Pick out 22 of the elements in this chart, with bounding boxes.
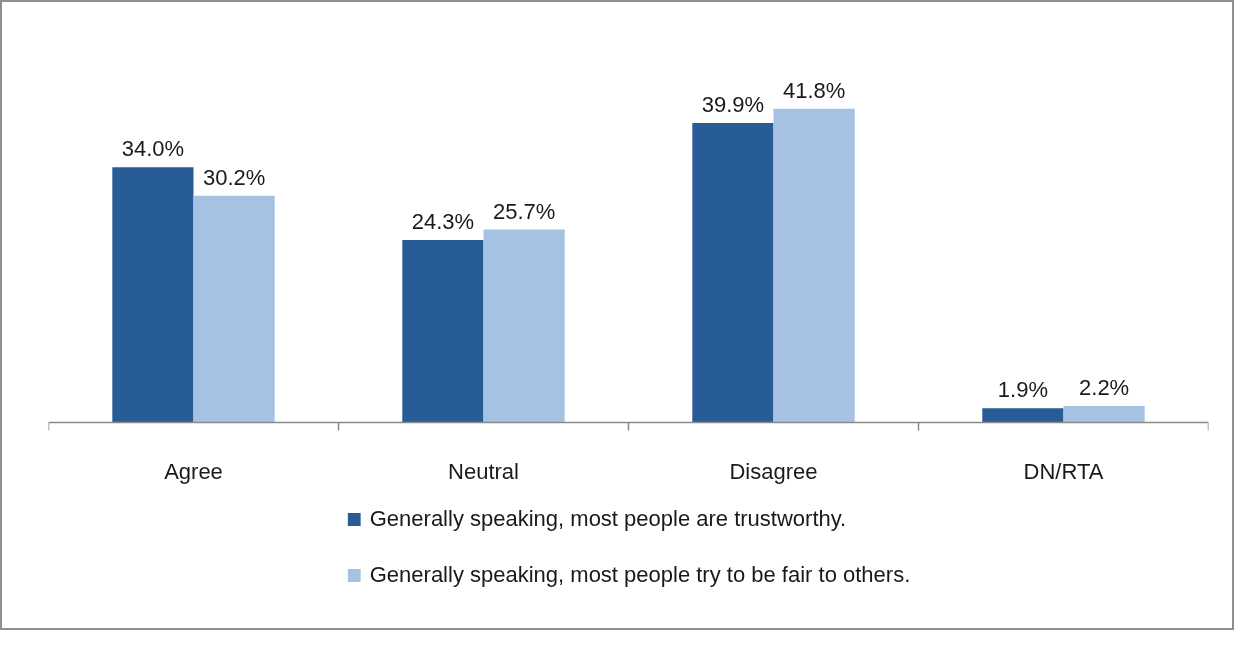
x-tick-label: Disagree xyxy=(729,458,818,484)
x-tick-label: Agree xyxy=(164,458,223,484)
bar xyxy=(193,195,275,423)
data-label: 39.9% xyxy=(701,91,765,117)
bar xyxy=(483,229,565,423)
data-label: 1.9% xyxy=(997,377,1048,403)
bar xyxy=(112,167,194,423)
data-label: 41.8% xyxy=(782,77,846,103)
data-label: 30.2% xyxy=(202,164,266,190)
bar xyxy=(773,108,855,423)
data-label: 2.2% xyxy=(1079,374,1130,400)
bar xyxy=(402,240,484,423)
bar xyxy=(982,408,1064,423)
data-label: 24.3% xyxy=(411,209,475,235)
legend-label: Generally speaking, most people try to be fair to others. xyxy=(369,562,911,588)
bar xyxy=(1063,405,1145,423)
x-tick-label: DN/RTA xyxy=(1023,458,1104,484)
x-tick-label: Neutral xyxy=(448,458,519,484)
data-label: 25.7% xyxy=(492,198,556,224)
bar xyxy=(692,122,774,423)
data-label: 34.0% xyxy=(121,136,185,162)
legend-label: Generally speaking, most people are trustworthy. xyxy=(369,506,847,532)
